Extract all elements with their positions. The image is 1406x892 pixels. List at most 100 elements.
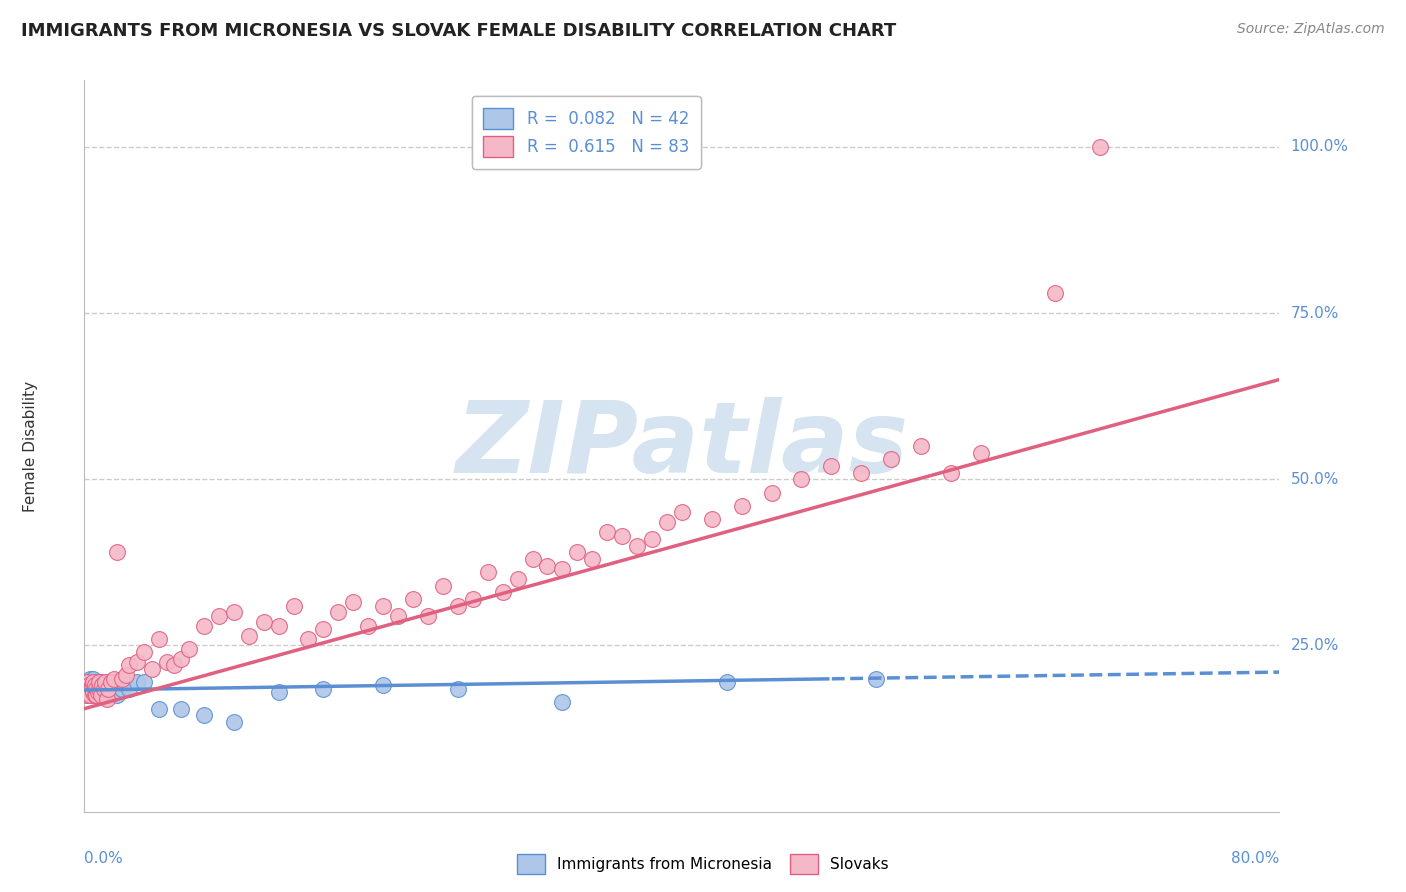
Text: IMMIGRANTS FROM MICRONESIA VS SLOVAK FEMALE DISABILITY CORRELATION CHART: IMMIGRANTS FROM MICRONESIA VS SLOVAK FEM… [21,22,897,40]
Point [596,525,619,540]
Point [536,558,558,573]
Point [432,579,454,593]
Point [82,681,104,696]
Text: 100.0%: 100.0% [1291,139,1348,154]
Point [222,714,245,729]
Text: 0.0%: 0.0% [84,851,124,865]
Point [402,591,425,606]
Point [253,615,276,630]
Point [86,681,108,696]
Point [87,685,110,699]
Point [103,675,125,690]
Point [155,655,177,669]
Point [761,485,783,500]
Point [461,591,484,606]
Point [163,658,186,673]
Point [79,689,101,703]
Point [1045,286,1067,301]
Point [83,689,105,703]
Point [89,675,111,690]
Legend: Immigrants from Micronesia, Slovaks: Immigrants from Micronesia, Slovaks [512,848,894,880]
Point [125,675,148,690]
Point [94,675,117,690]
Point [76,689,98,703]
Point [86,689,108,703]
Point [125,655,148,669]
Point [82,672,104,686]
Text: Source: ZipAtlas.com: Source: ZipAtlas.com [1237,22,1385,37]
Text: 75.0%: 75.0% [1291,306,1339,320]
Point [89,681,111,696]
Point [105,545,128,559]
Point [148,701,170,715]
Point [820,458,842,473]
Point [655,516,678,530]
Point [86,678,108,692]
Point [96,681,118,696]
Point [283,599,305,613]
Point [83,685,105,699]
Point [970,445,993,459]
Point [96,691,118,706]
Point [267,685,290,699]
Text: 25.0%: 25.0% [1291,638,1339,653]
Point [447,681,470,696]
Point [115,668,138,682]
Point [551,562,574,576]
Point [77,685,100,699]
Point [141,662,163,676]
Point [91,675,114,690]
Point [581,552,603,566]
Point [551,695,574,709]
Point [865,672,887,686]
Point [626,539,648,553]
Point [77,678,100,692]
Point [506,572,529,586]
Point [193,708,215,723]
Point [939,466,962,480]
Point [716,675,738,690]
Point [357,618,380,632]
Point [77,685,100,699]
Point [91,678,114,692]
Point [238,628,260,642]
Point [148,632,170,646]
Legend: R =  0.082   N = 42, R =  0.615   N = 83: R = 0.082 N = 42, R = 0.615 N = 83 [472,96,700,169]
Point [111,681,134,696]
Point [80,689,103,703]
Point [94,689,117,703]
Point [90,689,112,703]
Point [373,599,395,613]
Point [373,678,395,692]
Point [312,622,335,636]
Point [567,545,589,559]
Point [851,466,873,480]
Point [416,608,439,623]
Point [77,675,100,690]
Point [80,678,103,692]
Point [387,608,409,623]
Point [177,641,200,656]
Point [790,472,813,486]
Point [447,599,470,613]
Point [75,681,97,696]
Point [86,681,108,696]
Point [103,672,125,686]
Point [132,645,156,659]
Point [492,585,515,599]
Point [1090,140,1112,154]
Point [89,681,111,696]
Point [89,675,111,690]
Point [880,452,903,467]
Point [76,675,98,690]
Point [328,605,350,619]
Point [522,552,544,566]
Point [641,532,664,546]
Text: 80.0%: 80.0% [1232,851,1279,865]
Point [342,595,364,609]
Point [132,675,156,690]
Point [111,672,134,686]
Point [700,512,723,526]
Point [118,681,141,696]
Point [118,658,141,673]
